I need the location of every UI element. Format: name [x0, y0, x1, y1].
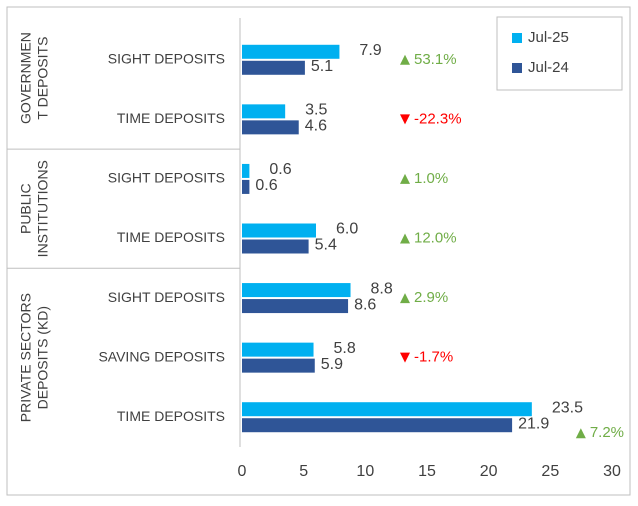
change-label: 1.0%	[414, 170, 448, 187]
x-tick-label: 20	[480, 463, 498, 480]
change-arrow	[575, 428, 586, 439]
legend-swatch	[512, 33, 522, 43]
bar	[242, 60, 305, 75]
change-arrow	[400, 293, 410, 304]
change-arrow	[400, 233, 410, 244]
value-label: 3.5	[305, 102, 327, 119]
value-label: 5.8	[334, 340, 356, 357]
bar	[242, 358, 315, 373]
category-label: TIME DEPOSITS	[117, 110, 225, 126]
value-label: 6.0	[336, 221, 358, 238]
x-tick-label: 25	[541, 463, 559, 480]
legend-label: Jul-25	[528, 29, 569, 46]
value-label: 21.9	[518, 415, 549, 432]
bar	[242, 179, 250, 194]
change-label: 12.0%	[414, 229, 457, 246]
bar	[242, 239, 309, 254]
category-label: SIGHT DEPOSITS	[108, 289, 225, 305]
category-label: TIME DEPOSITS	[117, 408, 225, 424]
x-tick-label: 30	[603, 463, 621, 480]
bar	[242, 104, 286, 119]
value-label: 5.4	[315, 237, 337, 254]
change-label: -22.3%	[414, 110, 462, 127]
value-label: 5.1	[311, 58, 333, 75]
bar	[242, 418, 513, 433]
value-label: 8.8	[371, 280, 393, 297]
group-label: PRIVATE SECTORS	[18, 293, 34, 422]
category-label: SAVING DEPOSITS	[98, 348, 225, 364]
bar	[242, 163, 250, 178]
group-label: T DEPOSITS	[35, 37, 51, 120]
bar	[242, 402, 532, 417]
value-label: 5.9	[321, 356, 343, 373]
x-tick-label: 10	[356, 463, 374, 480]
bar	[242, 44, 340, 59]
change-label: 53.1%	[414, 51, 457, 68]
value-label: 7.9	[359, 42, 381, 59]
bar	[242, 283, 351, 298]
change-arrow	[400, 54, 410, 65]
change-label: 7.2%	[590, 424, 624, 441]
group-label: PUBLIC	[18, 183, 34, 234]
change-arrow	[400, 352, 410, 363]
bar	[242, 223, 316, 238]
bar	[242, 299, 349, 314]
x-tick-label: 15	[418, 463, 436, 480]
change-label: 2.9%	[414, 289, 448, 306]
group-label: GOVERNMEN	[18, 32, 34, 124]
category-label: TIME DEPOSITS	[117, 229, 225, 245]
category-label: SIGHT DEPOSITS	[108, 50, 225, 66]
change-label: -1.7%	[414, 349, 453, 366]
x-tick-label: 5	[299, 463, 308, 480]
change-arrow	[400, 114, 410, 125]
bar	[242, 120, 299, 135]
legend-label: Jul-24	[528, 59, 569, 76]
value-label: 0.6	[269, 161, 291, 178]
category-label: SIGHT DEPOSITS	[108, 170, 225, 186]
legend-swatch	[512, 63, 522, 73]
value-label: 0.6	[255, 177, 277, 194]
legend-box	[496, 16, 623, 91]
value-label: 4.6	[305, 118, 327, 135]
bar	[242, 342, 314, 357]
group-label: INSTITUTIONS	[35, 160, 51, 257]
value-label: 8.6	[354, 296, 376, 313]
group-label: DEPOSITS (KD)	[35, 306, 51, 409]
x-tick-label: 0	[238, 463, 247, 480]
change-arrow	[400, 173, 410, 184]
value-label: 23.5	[552, 399, 583, 416]
